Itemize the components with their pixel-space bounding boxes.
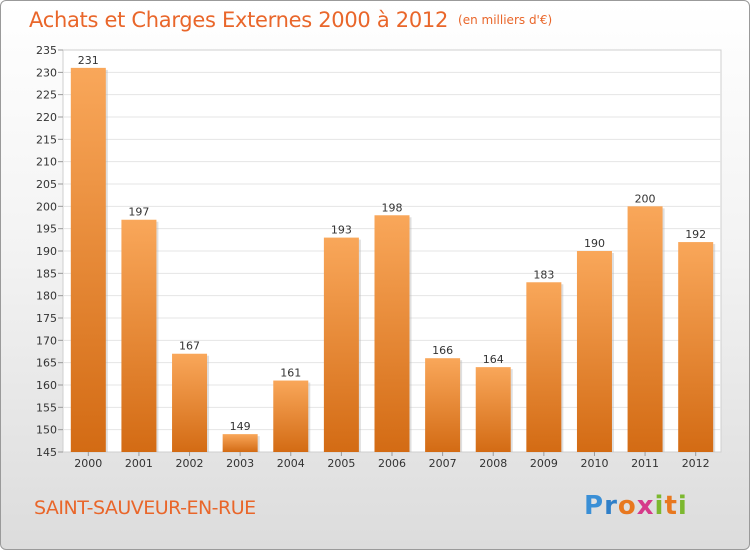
bar bbox=[475, 367, 511, 452]
x-tick-label: 2012 bbox=[682, 457, 710, 470]
bar-value-label: 166 bbox=[432, 344, 453, 357]
x-tick-label: 2010 bbox=[580, 457, 608, 470]
bar-value-label: 149 bbox=[230, 420, 251, 433]
bar bbox=[425, 358, 461, 452]
bar bbox=[121, 219, 157, 452]
y-tick-label: 210 bbox=[36, 156, 57, 169]
bar-value-label: 231 bbox=[78, 54, 99, 67]
y-axis-ticks: 145 150 155 160 165 170 175 180 185 190 195 200 205 2… bbox=[36, 44, 63, 459]
y-tick-label: 215 bbox=[36, 133, 57, 146]
bar-value-label: 197 bbox=[128, 206, 149, 219]
x-tick-label: 2004 bbox=[277, 457, 305, 470]
logo-letter: r bbox=[604, 491, 618, 521]
proxiti-logo: Proxiti bbox=[584, 491, 688, 521]
y-tick-label: 200 bbox=[36, 200, 57, 213]
commune-name: SAINT-SAUVEUR-EN-RUE bbox=[34, 497, 256, 519]
bar-value-label: 198 bbox=[382, 201, 403, 214]
y-tick-label: 175 bbox=[36, 312, 57, 325]
y-tick-label: 230 bbox=[36, 66, 57, 79]
y-tick-label: 195 bbox=[36, 223, 57, 236]
x-tick-label: 2001 bbox=[125, 457, 153, 470]
bar-value-label: 190 bbox=[584, 237, 605, 250]
chart-title-unit: (en milliers d'€) bbox=[458, 13, 553, 27]
bar bbox=[627, 206, 663, 452]
logo-letter: o bbox=[617, 491, 637, 521]
y-tick-label: 150 bbox=[36, 424, 57, 437]
x-tick-label: 2002 bbox=[176, 457, 204, 470]
x-tick-label: 2007 bbox=[429, 457, 457, 470]
x-axis-ticks: 2000 2001 2002 2003 2004 2005 2006 2007 2008 2009… bbox=[74, 452, 710, 470]
bar bbox=[678, 242, 714, 452]
bar-value-label: 161 bbox=[280, 367, 301, 380]
y-tick-label: 145 bbox=[36, 446, 57, 459]
bar bbox=[172, 353, 208, 452]
y-tick-label: 160 bbox=[36, 379, 57, 392]
logo-letter: i bbox=[654, 491, 665, 521]
bar-value-label: 193 bbox=[331, 224, 352, 237]
y-tick-label: 165 bbox=[36, 357, 57, 370]
bar bbox=[70, 67, 106, 452]
y-tick-label: 235 bbox=[36, 44, 57, 57]
logo-letter: t bbox=[664, 491, 678, 521]
bar-value-label: 192 bbox=[685, 228, 706, 241]
x-tick-label: 2008 bbox=[479, 457, 507, 470]
bars: 231 197 167 149 161 193 198 166 164 183 190 200 192 bbox=[70, 54, 716, 452]
bar-value-label: 167 bbox=[179, 340, 200, 353]
x-tick-label: 2003 bbox=[226, 457, 254, 470]
x-tick-label: 2005 bbox=[327, 457, 355, 470]
logo-letter: P bbox=[584, 491, 605, 521]
y-tick-label: 185 bbox=[36, 267, 57, 280]
x-tick-label: 2011 bbox=[631, 457, 659, 470]
logo-letter: i bbox=[677, 491, 688, 521]
chart-title: Achats et Charges Externes 2000 à 2012 (e… bbox=[29, 8, 552, 32]
x-tick-label: 2006 bbox=[378, 457, 406, 470]
bar-value-label: 164 bbox=[483, 353, 504, 366]
chart-title-main: Achats et Charges Externes 2000 à 2012 bbox=[29, 8, 449, 32]
y-tick-label: 220 bbox=[36, 111, 57, 124]
y-tick-label: 190 bbox=[36, 245, 57, 258]
bar bbox=[222, 434, 258, 452]
bar bbox=[526, 282, 562, 452]
y-tick-label: 205 bbox=[36, 178, 57, 191]
bar bbox=[374, 215, 410, 452]
y-tick-label: 225 bbox=[36, 89, 57, 102]
y-tick-label: 155 bbox=[36, 401, 57, 414]
logo-letter: x bbox=[636, 491, 655, 521]
bar bbox=[576, 251, 612, 452]
bar-value-label: 183 bbox=[533, 268, 554, 281]
x-tick-label: 2009 bbox=[530, 457, 558, 470]
x-tick-label: 2000 bbox=[74, 457, 102, 470]
y-tick-label: 170 bbox=[36, 334, 57, 347]
bar bbox=[273, 380, 309, 452]
y-tick-label: 180 bbox=[36, 290, 57, 303]
bar-value-label: 200 bbox=[635, 192, 656, 205]
bar bbox=[323, 237, 359, 452]
